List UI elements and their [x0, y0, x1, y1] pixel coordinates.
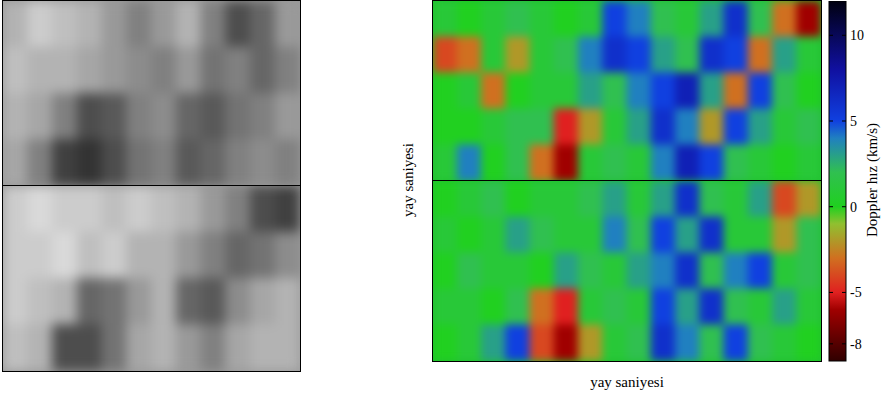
svg-text:-8: -8: [850, 337, 862, 352]
svg-text:0: 0: [850, 200, 857, 215]
html-text:yay saniyesi: yay saniyesi: [400, 143, 416, 217]
html-text:yay saniyesi: yay saniyesi: [590, 374, 664, 390]
svg-text:-5: -5: [850, 285, 862, 300]
svg-text:10: 10: [850, 28, 864, 43]
html-text:Doppler hız (km/s): Doppler hız (km/s): [864, 122, 880, 238]
svg-text:5: 5: [850, 114, 857, 129]
